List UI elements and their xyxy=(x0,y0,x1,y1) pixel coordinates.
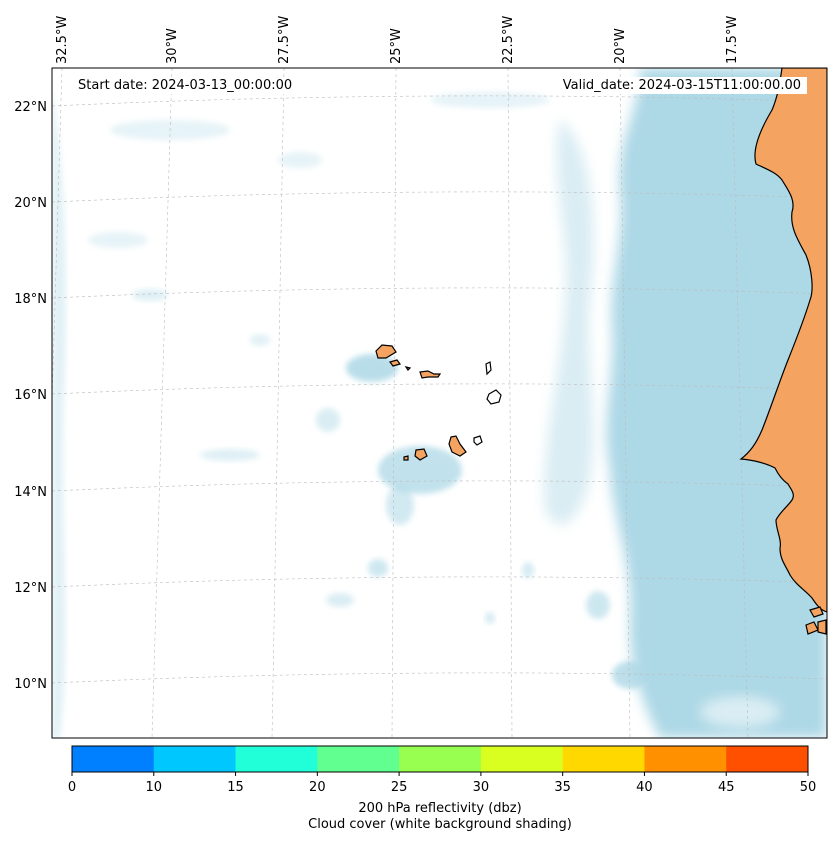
colorbar-label-line1: 200 hPa reflectivity (dbz) xyxy=(358,801,522,816)
island-sal xyxy=(485,361,492,376)
colorbar-segment xyxy=(726,746,809,772)
longitude-tick-label: 22.5°W xyxy=(501,16,516,64)
colorbar-segment xyxy=(317,746,400,772)
island-santiago xyxy=(448,435,467,457)
parallel-line xyxy=(52,95,827,107)
latitude-tick-label: 10°N xyxy=(14,677,47,692)
longitude-tick-label: 30°W xyxy=(165,28,180,64)
latitude-tick-label: 16°N xyxy=(14,388,47,403)
meridian-line xyxy=(619,68,631,738)
colorbar-label: 200 hPa reflectivity (dbz) Cloud cover (… xyxy=(72,801,808,833)
island-fogo xyxy=(414,448,428,461)
colorbar-segment xyxy=(72,746,155,772)
cloud-layer xyxy=(52,68,827,738)
longitude-tick-label: 27.5°W xyxy=(277,16,292,64)
colorbar-segment xyxy=(562,746,645,772)
longitude-tick-label: 32.5°W xyxy=(55,16,70,64)
colorbar-tick-label: 50 xyxy=(800,780,817,795)
parallel-line xyxy=(52,383,827,395)
colorbar-tick-label: 25 xyxy=(391,780,408,795)
latitude-tick-label: 12°N xyxy=(14,581,47,596)
colorbar-tick-label: 40 xyxy=(636,780,653,795)
colorbar: 0 10 15 20 25 30 35 40 45 50 xyxy=(68,745,817,795)
island-santo-antao xyxy=(375,344,397,359)
longitude-tick-label: 17.5°W xyxy=(725,16,740,64)
colorbar-segment xyxy=(153,746,236,772)
colorbar-tick-label: 35 xyxy=(554,780,571,795)
colorbar-tick-label: 30 xyxy=(473,780,490,795)
map-frame xyxy=(51,67,828,739)
parallel-line xyxy=(52,287,827,299)
meridian-line xyxy=(507,68,513,738)
colorbar-tick-label: 0 xyxy=(68,780,76,795)
colorbar-segment xyxy=(644,746,727,772)
meridian-line xyxy=(151,68,173,738)
colorbar-segment xyxy=(480,746,563,772)
colorbar-tick-label: 10 xyxy=(146,780,163,795)
parallel-line xyxy=(52,191,827,203)
latitude-tick-label: 22°N xyxy=(14,100,47,115)
colorbar-segment xyxy=(399,746,482,772)
longitude-labels: 32.5°W 30°W 27.5°W 25°W 22.5°W 20°W 17.5°W xyxy=(55,16,740,64)
colorbar-segment xyxy=(235,746,318,772)
meridian-line xyxy=(391,68,397,738)
island-brava xyxy=(403,455,409,461)
latitude-tick-label: 14°N xyxy=(14,485,47,500)
graticule xyxy=(52,68,827,738)
latitude-tick-label: 18°N xyxy=(14,292,47,307)
colorbar-tick-label: 45 xyxy=(718,780,735,795)
parallel-line xyxy=(52,576,827,588)
parallel-line xyxy=(52,672,827,684)
island-sao-vicente xyxy=(388,359,402,367)
meridian-line xyxy=(731,68,749,738)
island-sao-nicolau xyxy=(419,370,442,379)
island-boa-vista xyxy=(486,389,502,405)
colorbar-tick-label: 20 xyxy=(309,780,326,795)
valid-date-label: Valid_date: 2024-03-15T11:00:00.00 xyxy=(556,77,807,94)
longitude-tick-label: 20°W xyxy=(613,28,628,64)
meridian-line xyxy=(271,68,285,738)
start-date-label: Start date: 2024-03-13_00:00:00 xyxy=(72,77,299,94)
longitude-tick-label: 25°W xyxy=(389,28,404,64)
island-maio xyxy=(473,435,483,446)
latitude-tick-label: 20°N xyxy=(14,196,47,211)
island-bissagos-1 xyxy=(809,606,824,618)
africa-coast xyxy=(739,68,827,613)
colorbar-frame xyxy=(71,745,809,773)
parallel-line xyxy=(52,480,827,492)
island-santa-luzia xyxy=(404,366,412,371)
latitude-labels: 22°N 20°N 18°N 16°N 14°N 12°N 10°N xyxy=(14,100,47,692)
colorbar-label-line2: Cloud cover (white background shading) xyxy=(308,817,572,832)
island-bissagos-3 xyxy=(817,619,827,635)
colorbar-tick-label: 15 xyxy=(227,780,244,795)
land-layer xyxy=(375,68,827,635)
